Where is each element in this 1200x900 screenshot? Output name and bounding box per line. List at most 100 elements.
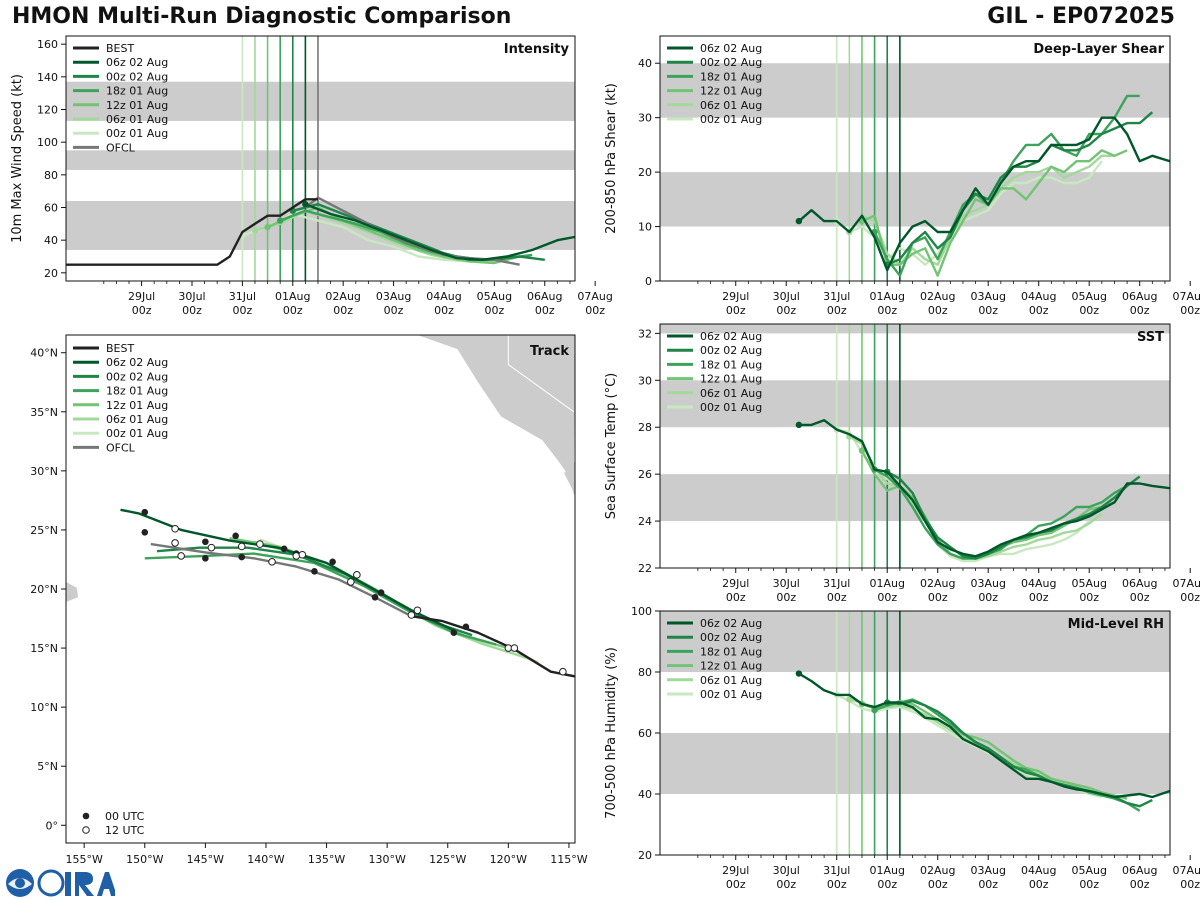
x-tick-label: 00z	[585, 304, 605, 317]
y-tick-label: 100	[631, 605, 652, 618]
legend-label: 06z 01 Aug	[106, 413, 168, 426]
series-start-marker	[871, 706, 878, 714]
y-tick-label: 40	[44, 234, 58, 247]
x-tick-label: 00z	[827, 304, 847, 317]
y-tick-label: 26	[638, 468, 652, 481]
track-point-12utc	[353, 571, 361, 579]
x-tick-label: 00z	[1130, 304, 1150, 317]
legend-label: 12z 01 Aug	[700, 85, 762, 98]
series-start-marker	[858, 447, 866, 454]
series-line	[292, 202, 545, 261]
x-tick-label: 31Jul	[823, 290, 850, 303]
x-tick-label: 03Aug	[970, 577, 1005, 590]
x-tick-label: 02Aug	[325, 290, 360, 303]
x-tick-label: 03Aug	[970, 290, 1005, 303]
threshold-band	[66, 81, 575, 121]
x-tick-label: 29Jul	[128, 290, 155, 303]
x-tick-label: 120°W	[490, 853, 527, 866]
x-tick-label: 06Aug	[1122, 577, 1157, 590]
x-tick-label: 29Jul	[722, 577, 749, 590]
x-tick-label: 00z	[928, 304, 948, 317]
x-tick-label: 00z	[434, 304, 454, 317]
x-tick-label: 00z	[726, 591, 746, 604]
track-plot-area	[66, 335, 575, 678]
y-tick-label: 40	[638, 57, 652, 70]
x-tick-label: 150°W	[126, 853, 163, 866]
y-tick-label: 28	[638, 421, 652, 434]
x-tick-label: 07Aug	[577, 290, 612, 303]
legend-label: 12z 01 Aug	[700, 660, 762, 673]
track-point-00utc	[202, 538, 209, 546]
series-line	[886, 111, 1154, 266]
x-tick-label: 00z	[1079, 304, 1099, 317]
x-tick-label: 02Aug	[920, 864, 955, 877]
x-tick-label: 125°W	[429, 853, 466, 866]
series-line	[874, 468, 1128, 560]
legend-label: 06z 02 Aug	[700, 330, 762, 343]
y-tick-label: 80	[638, 666, 652, 679]
threshold-band	[660, 324, 1170, 334]
legend-label: 06z 01 Aug	[106, 113, 168, 126]
threshold-band	[660, 63, 1170, 118]
legend-label: 00z 01 Aug	[700, 688, 762, 701]
x-tick-label: 30Jul	[773, 577, 800, 590]
figure-title: HMON Multi-Run Diagnostic Comparison	[12, 4, 512, 29]
x-tick-label: 06Aug	[1122, 290, 1157, 303]
y-tick-label: 40°N	[30, 347, 58, 360]
y-tick-label: 5°N	[37, 760, 58, 773]
y-tick-label: 32	[638, 327, 652, 340]
x-tick-label: 145°W	[187, 853, 224, 866]
x-tick-label: 00z	[1130, 878, 1150, 891]
shear-panel: 29Jul00z30Jul00z31Jul00z01Aug00z02Aug00z…	[604, 35, 1200, 317]
series-start-marker	[251, 227, 259, 234]
series-start-marker	[795, 421, 803, 429]
x-tick-label: 00z	[384, 304, 404, 317]
legend-label: 06z 02 Aug	[106, 56, 168, 69]
x-tick-label: 02Aug	[920, 577, 955, 590]
x-tick-label: 04Aug	[1021, 864, 1056, 877]
legend-label: 00z 01 Aug	[700, 113, 762, 126]
x-tick-label: 03Aug	[970, 864, 1005, 877]
y-tick-label: 30	[638, 112, 652, 125]
x-tick-label: 00z	[877, 304, 897, 317]
legend-marker-00utc	[82, 812, 90, 820]
legend-label: 06z 01 Aug	[700, 387, 762, 400]
y-tick-label: 22	[638, 562, 652, 575]
x-tick-label: 00z	[1079, 878, 1099, 891]
x-tick-label: 01Aug	[869, 864, 904, 877]
rh-panel: 29Jul00z30Jul00z31Jul00z01Aug00z02Aug00z…	[604, 605, 1200, 891]
cira-logo-icon	[37, 869, 115, 897]
legend-label: 18z 01 Aug	[106, 85, 168, 98]
x-tick-label: 00z	[1029, 591, 1049, 604]
legend-label: 00z 01 Aug	[106, 427, 168, 440]
x-tick-label: 04Aug	[1021, 290, 1056, 303]
y-tick-label: 100	[37, 136, 58, 149]
track-point-12utc	[413, 606, 422, 615]
legend-label: 06z 02 Aug	[106, 356, 168, 369]
y-axis-label: 700-500 hPa Humidity (%)	[604, 647, 619, 819]
land-mass	[564, 461, 575, 497]
x-tick-label: 00z	[535, 304, 555, 317]
legend-label: 18z 01 Aug	[700, 70, 762, 83]
x-tick-label: 06Aug	[527, 290, 562, 303]
legend-label: 00z 01 Aug	[106, 127, 168, 140]
y-tick-label: 60	[44, 202, 58, 215]
legend-label: 06z 01 Aug	[700, 99, 762, 112]
legend-label: 18z 01 Aug	[700, 358, 762, 371]
axes-frame	[659, 323, 1171, 569]
track-point-12utc	[292, 552, 301, 560]
x-tick-label: 00z	[1130, 591, 1150, 604]
threshold-band	[660, 733, 1170, 794]
y-tick-label: 20	[44, 267, 58, 280]
x-tick-label: 07Aug	[1172, 864, 1200, 877]
y-tick-label: 20°N	[30, 583, 58, 596]
x-tick-label: 06Aug	[1122, 864, 1157, 877]
threshold-band	[660, 380, 1170, 428]
x-tick-label: 05Aug	[477, 290, 512, 303]
x-tick-label: 00z	[182, 304, 202, 317]
x-tick-label: 00z	[333, 304, 353, 317]
track-point-00utc	[232, 532, 239, 540]
series-line	[798, 116, 1170, 272]
track-point-12utc	[237, 542, 246, 551]
x-tick-label: 29Jul	[722, 864, 749, 877]
